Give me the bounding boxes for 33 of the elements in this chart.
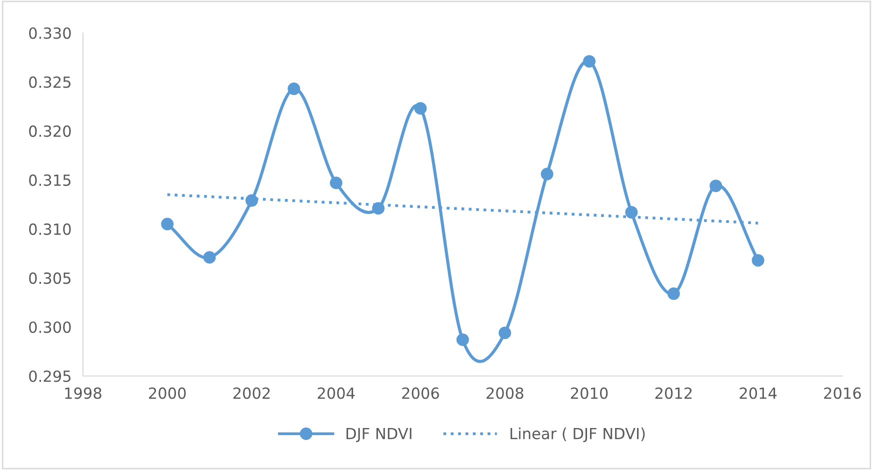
point — [540, 168, 554, 180]
point — [710, 180, 722, 192]
x-tick-label: 2000 — [149, 387, 186, 399]
y-tick-label: 0.325 — [29, 76, 70, 88]
y-tick-label: 0.295 — [29, 370, 70, 382]
y-tick-label: 0.315 — [29, 174, 70, 186]
point — [667, 287, 680, 300]
point — [330, 176, 342, 190]
x-tick-label: 1998 — [65, 387, 102, 399]
x-tick-label: 2004 — [318, 387, 355, 399]
y-tick-label: 0.330 — [29, 27, 71, 39]
x-tick-label: 2006 — [402, 387, 439, 399]
point — [456, 333, 469, 346]
x-tick-label: 2002 — [233, 387, 270, 399]
legend-label: Linear ( DJF NDVI) — [510, 427, 645, 442]
y-tick-label: 0.305 — [29, 272, 70, 284]
y-tick-label: 0.320 — [29, 125, 71, 137]
legend-label: DJF NDVI — [346, 428, 412, 442]
y-tick-label: 0.310 — [29, 223, 71, 235]
y-tick-label: 0.300 — [29, 321, 71, 334]
x-tick-label: 2010 — [570, 387, 608, 399]
point — [414, 102, 427, 115]
x-tick-label: 2008 — [486, 387, 524, 399]
point — [583, 55, 596, 68]
x-tick-label: 2016 — [824, 387, 861, 399]
point — [203, 251, 216, 264]
point — [161, 218, 174, 230]
point — [752, 254, 764, 267]
x-tick-label: 2012 — [655, 387, 692, 399]
x-tick-label: 2014 — [740, 387, 777, 399]
point — [498, 326, 512, 340]
point — [288, 82, 300, 96]
point — [625, 206, 638, 219]
